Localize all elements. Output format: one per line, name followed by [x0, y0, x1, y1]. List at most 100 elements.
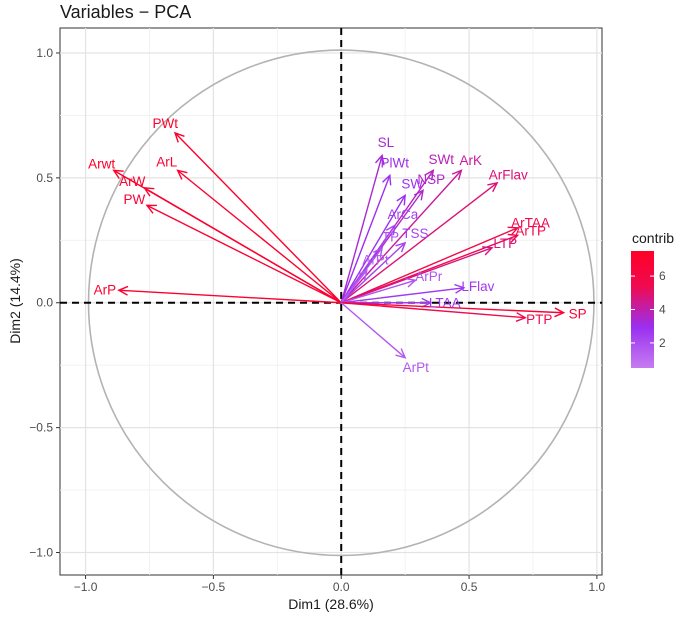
arrow-head [112, 169, 124, 180]
variable-label: ArPt [403, 360, 430, 375]
variable-label: ArK [460, 153, 483, 168]
arrow-shaft [177, 169, 342, 304]
x-tick-label: 0.0 [333, 580, 350, 594]
variable-arrow [340, 246, 494, 304]
y-tick-label: −0.5 [29, 421, 53, 435]
arrow-head [385, 223, 396, 236]
variable-label: PW [124, 192, 146, 207]
variable-arrow [340, 153, 385, 303]
arrow-head [515, 312, 527, 322]
x-tick-label: 1.0 [589, 580, 606, 594]
variable-label: SP [569, 306, 587, 321]
arrow-head [487, 181, 499, 193]
legend-colorbar [631, 251, 654, 368]
variable-arrow [341, 302, 566, 318]
variable-arrow [117, 285, 342, 304]
variable-label: LTP [493, 236, 517, 251]
arrow-head [117, 285, 129, 296]
variable-label: ArTP [515, 223, 546, 238]
x-axis-ticks: −1.0 −0.5 0.0 0.5 1.0 [74, 575, 606, 594]
arrow-shaft [341, 302, 564, 314]
variable-arrow [340, 226, 520, 304]
arrow-head [375, 153, 385, 166]
variable-label: ArTAA [511, 215, 550, 230]
variable-label: ArPt [362, 252, 389, 267]
arrow-head [395, 348, 407, 359]
arrow-head [382, 173, 392, 186]
x-tick-label: 0.5 [461, 580, 478, 594]
variable-arrow [341, 278, 417, 304]
arrow-head [507, 226, 520, 236]
variable-label: NSP [417, 172, 445, 187]
x-tick-label: −1.0 [74, 580, 98, 594]
variable-label: PTP [526, 312, 552, 327]
arrow-shaft [341, 279, 416, 304]
variable-arrows [112, 131, 566, 359]
variable-arrow [341, 302, 527, 322]
arrow-shaft [340, 155, 383, 303]
arrow-shaft [340, 175, 391, 303]
legend-title: contrib [632, 230, 674, 246]
legend: contrib 2 4 6 [631, 230, 674, 368]
variable-arrow [340, 193, 406, 304]
arrow-head [176, 169, 188, 180]
variable-arrow [340, 269, 368, 304]
y-tick-label: 0.5 [36, 171, 53, 185]
legend-tick-label: 6 [659, 269, 666, 283]
variable-label: ArFlav [489, 167, 528, 182]
arrow-head [507, 233, 520, 244]
arrow-shaft [340, 247, 493, 304]
variable-label: TSS [402, 226, 428, 241]
arrow-head [554, 307, 566, 318]
arrow-shaft [340, 242, 406, 304]
y-tick-label: 1.0 [36, 46, 53, 60]
arrow-shaft [340, 169, 462, 304]
legend-tick-label: 4 [659, 303, 666, 317]
variable-arrow [340, 241, 407, 304]
variable-labels: PWt ArL Arwt ArW PW ArP SL PlWt SW SWt ArK ArFlav NS… [88, 116, 587, 375]
arrow-head [396, 193, 406, 206]
chart-title: Variables − PCA [60, 2, 191, 22]
variable-arrow [142, 187, 342, 304]
arrow-shaft [340, 194, 406, 304]
arrow-head [451, 169, 463, 181]
variable-label: PlWt [381, 155, 410, 170]
legend-tick-label: 2 [659, 336, 666, 350]
arrow-shaft [340, 269, 368, 304]
variable-label: SL [378, 135, 395, 150]
y-tick-label: −1.0 [29, 546, 53, 560]
arrow-shaft [144, 187, 342, 304]
variable-label: TP [382, 230, 399, 245]
variable-label: SWt [429, 152, 455, 167]
variable-label: ArP [94, 282, 117, 297]
arrow-head [395, 241, 407, 253]
arrow-shaft [340, 302, 406, 359]
y-tick-label: 0.0 [36, 296, 53, 310]
y-axis-ticks: −1.0 −0.5 0.0 0.5 1.0 [29, 46, 60, 560]
arrow-shaft [341, 302, 526, 319]
variable-label: ArCa [388, 207, 419, 222]
variable-label: SW [401, 176, 423, 191]
arrow-head [357, 269, 368, 281]
arrow-head [413, 189, 424, 201]
legend-ticks: 2 4 6 [631, 269, 666, 350]
arrow-shaft [340, 227, 518, 304]
arrow-head [145, 204, 157, 214]
arrow-head [405, 278, 417, 288]
arrow-shaft [340, 182, 498, 304]
variable-arrow [145, 204, 342, 304]
variable-arrow [340, 302, 407, 359]
x-tick-label: −0.5 [202, 580, 226, 594]
y-axis-title: Dim2 (14.4%) [7, 258, 23, 344]
arrow-head [454, 283, 466, 294]
variable-arrow [173, 131, 342, 304]
arrow-head [482, 246, 494, 256]
x-axis-title: Dim1 (28.6%) [288, 596, 374, 612]
arrow-shaft [118, 289, 342, 304]
arrow-shaft [174, 132, 342, 304]
variable-label: LFlav [461, 279, 494, 294]
arrow-head [372, 246, 384, 258]
variable-label: PWt [153, 116, 179, 131]
variable-label: LTAA [429, 296, 461, 311]
